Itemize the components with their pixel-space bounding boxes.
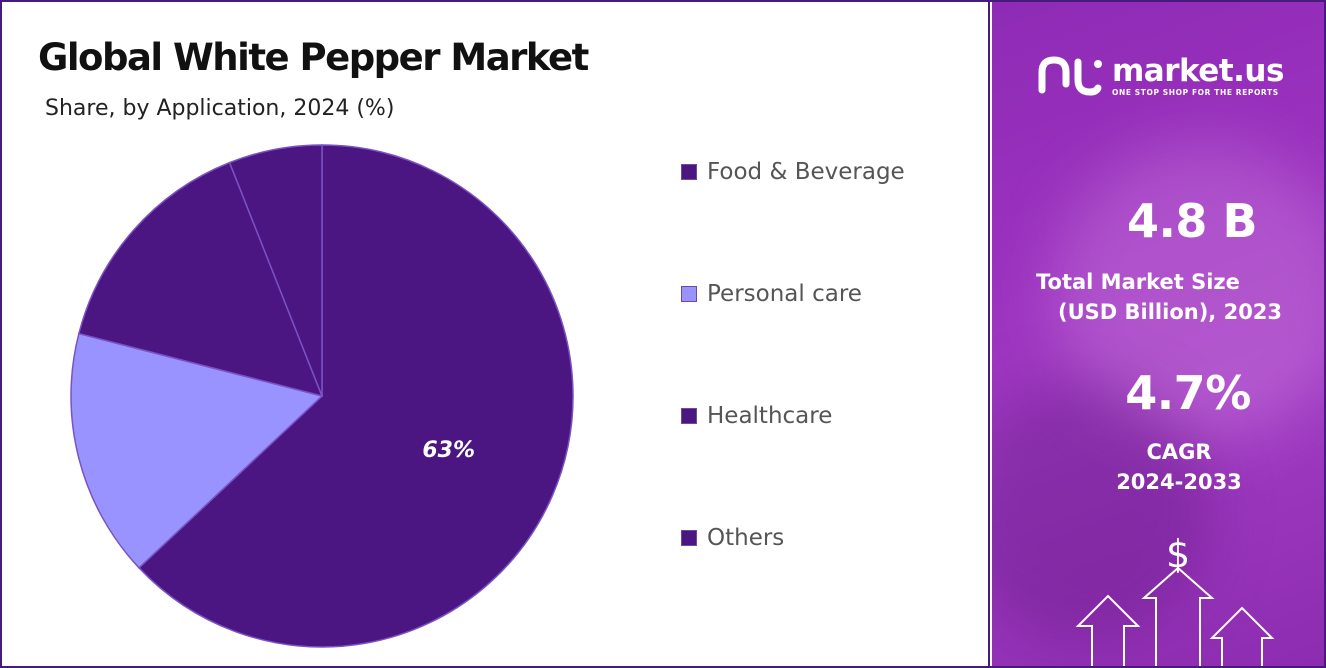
- legend-swatch: [681, 164, 697, 180]
- legend-label: Others: [707, 525, 785, 551]
- background-glow: [1052, 142, 1324, 442]
- market-size-unit: (USD Billion), 2023: [1058, 300, 1283, 324]
- chart-subtitle: Share, by Application, 2024 (%): [45, 96, 395, 121]
- stats-panel: market.us ONE STOP SHOP FOR THE REPORTS …: [992, 2, 1324, 666]
- brand-name: market.us: [1112, 52, 1284, 89]
- legend-swatch: [681, 408, 697, 424]
- growth-arrows-icon: [1075, 566, 1275, 666]
- market-us-logo-icon: [1038, 56, 1102, 96]
- background-shadow: [992, 382, 1212, 642]
- cagr-period: 2024-2033: [1116, 470, 1242, 494]
- legend-label: Healthcare: [707, 403, 833, 429]
- legend-item: Personal care: [681, 279, 961, 309]
- legend-label: Personal care: [707, 281, 862, 307]
- legend-swatch: [681, 530, 697, 546]
- legend-label: Food & Beverage: [707, 159, 905, 185]
- cagr-label: CAGR: [1146, 440, 1212, 464]
- chart-panel: Global White Pepper Market Share, by App…: [2, 2, 990, 666]
- chart-title: Global White Pepper Market: [38, 36, 589, 79]
- pie-slice-personal-care: [70, 332, 324, 569]
- brand-tagline: ONE STOP SHOP FOR THE REPORTS: [1112, 87, 1279, 97]
- market-size-label: Total Market Size: [1036, 270, 1240, 294]
- pie-slice-food-beverage: [137, 144, 574, 648]
- pie-slice-others: [228, 144, 323, 397]
- legend-swatch: [681, 286, 697, 302]
- pie-chart: 63%: [70, 144, 574, 648]
- market-size-value: 4.8 B: [1126, 194, 1258, 248]
- legend-item: Healthcare: [681, 401, 961, 431]
- cagr-value: 4.7%: [1125, 366, 1251, 420]
- pie-slice-healthcare: [77, 161, 324, 398]
- brand-logo: market.us ONE STOP SHOP FOR THE REPORTS: [1036, 50, 1284, 102]
- legend-item: Others: [681, 523, 961, 553]
- legend-item: Food & Beverage: [681, 157, 961, 187]
- pie-data-label: 63%: [422, 438, 475, 463]
